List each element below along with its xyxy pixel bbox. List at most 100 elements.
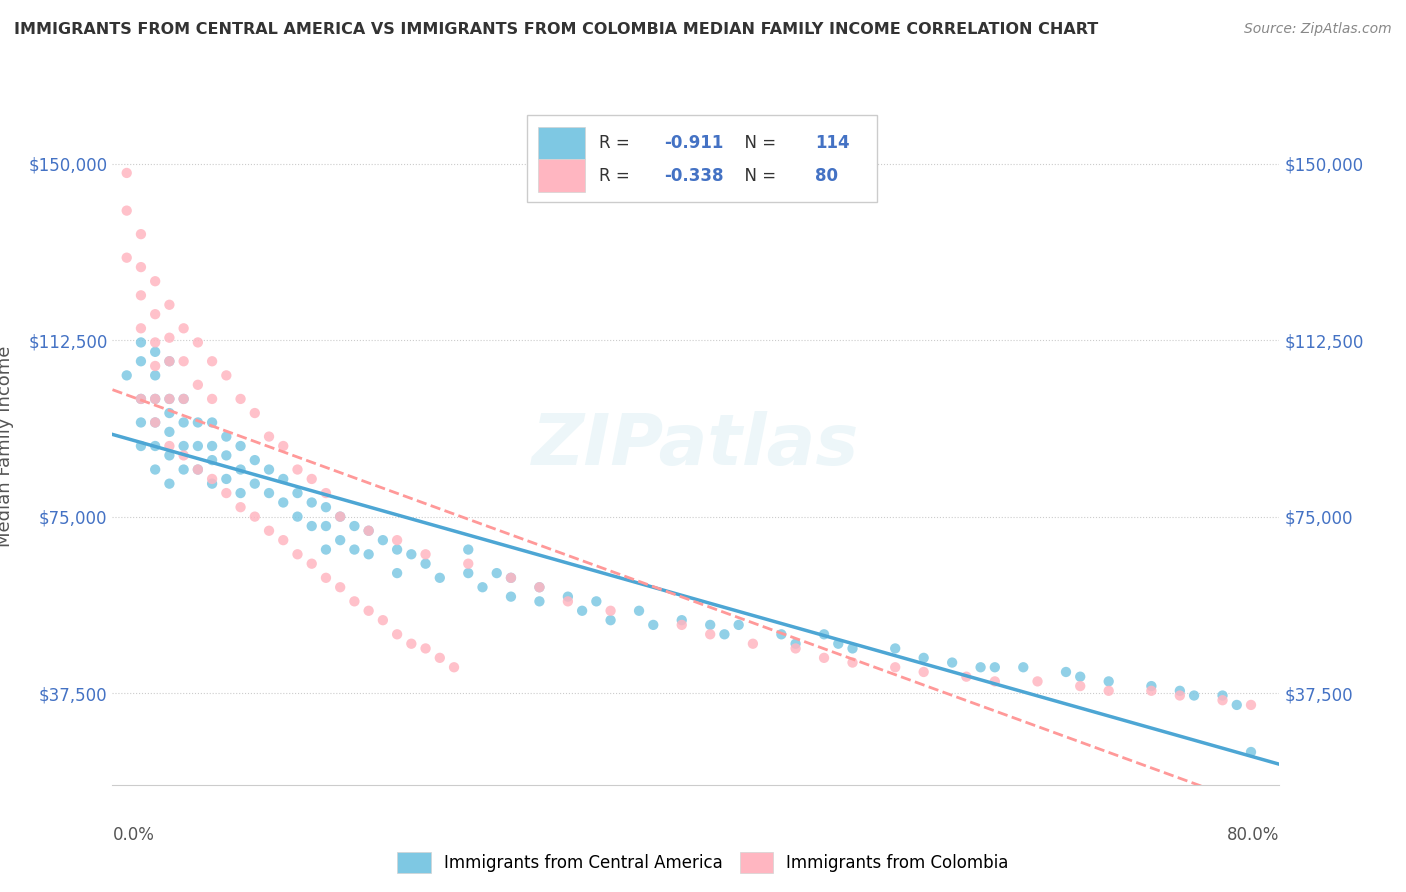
Point bbox=[201, 476, 224, 491]
Point bbox=[941, 656, 963, 670]
Point bbox=[485, 566, 508, 581]
Point bbox=[343, 542, 366, 557]
Text: 80: 80 bbox=[815, 167, 838, 185]
Point bbox=[813, 651, 835, 665]
Point bbox=[457, 566, 479, 581]
Point bbox=[1212, 689, 1234, 703]
Point bbox=[1054, 665, 1077, 679]
Point bbox=[571, 604, 593, 618]
Point bbox=[143, 416, 166, 430]
Point bbox=[215, 472, 238, 486]
Point bbox=[271, 472, 294, 486]
Point bbox=[557, 594, 579, 608]
Point bbox=[499, 571, 522, 585]
Point bbox=[215, 486, 238, 500]
Text: -0.911: -0.911 bbox=[665, 134, 724, 152]
Point bbox=[329, 580, 352, 594]
Point bbox=[1026, 674, 1049, 689]
Point bbox=[243, 476, 266, 491]
Point bbox=[201, 416, 224, 430]
Point bbox=[257, 462, 280, 476]
Point bbox=[443, 660, 465, 674]
Point bbox=[173, 392, 195, 406]
Point bbox=[129, 335, 152, 350]
Point bbox=[143, 392, 166, 406]
Point bbox=[385, 542, 408, 557]
FancyBboxPatch shape bbox=[527, 115, 877, 202]
Point bbox=[912, 665, 935, 679]
Point bbox=[329, 509, 352, 524]
Point bbox=[243, 509, 266, 524]
Point bbox=[129, 321, 152, 335]
Point bbox=[115, 166, 138, 180]
Point bbox=[599, 604, 621, 618]
Point bbox=[529, 580, 551, 594]
Point bbox=[415, 547, 437, 561]
Point bbox=[529, 594, 551, 608]
Point bbox=[457, 557, 479, 571]
Point bbox=[157, 406, 180, 420]
Point bbox=[143, 392, 166, 406]
Point bbox=[143, 462, 166, 476]
Point bbox=[271, 439, 294, 453]
Point bbox=[157, 354, 180, 368]
Point bbox=[741, 637, 763, 651]
Point bbox=[385, 627, 408, 641]
Point bbox=[187, 335, 209, 350]
Point bbox=[243, 453, 266, 467]
Point bbox=[1168, 689, 1191, 703]
Point bbox=[1140, 683, 1163, 698]
Point bbox=[984, 674, 1007, 689]
Point bbox=[129, 392, 152, 406]
Point bbox=[628, 604, 651, 618]
Point bbox=[429, 571, 451, 585]
Point bbox=[385, 566, 408, 581]
Point bbox=[215, 368, 238, 383]
Point bbox=[301, 495, 323, 509]
Point bbox=[557, 590, 579, 604]
Point bbox=[129, 260, 152, 274]
Text: 114: 114 bbox=[815, 134, 849, 152]
Point bbox=[357, 524, 380, 538]
Text: IMMIGRANTS FROM CENTRAL AMERICA VS IMMIGRANTS FROM COLOMBIA MEDIAN FAMILY INCOME: IMMIGRANTS FROM CENTRAL AMERICA VS IMMIG… bbox=[14, 22, 1098, 37]
Point bbox=[173, 439, 195, 453]
Point bbox=[1240, 698, 1263, 712]
Point bbox=[912, 651, 935, 665]
Point bbox=[699, 618, 721, 632]
Point bbox=[671, 613, 693, 627]
Point bbox=[357, 604, 380, 618]
Point bbox=[115, 368, 138, 383]
Point bbox=[599, 613, 621, 627]
Point bbox=[671, 618, 693, 632]
Point bbox=[143, 335, 166, 350]
Point bbox=[129, 227, 152, 241]
Y-axis label: Median Family Income: Median Family Income bbox=[0, 345, 14, 547]
Point bbox=[1069, 670, 1091, 684]
Point bbox=[699, 627, 721, 641]
Point bbox=[343, 594, 366, 608]
Point bbox=[187, 439, 209, 453]
Point bbox=[143, 274, 166, 288]
Point bbox=[187, 416, 209, 430]
Point bbox=[1140, 679, 1163, 693]
Point bbox=[157, 331, 180, 345]
Point bbox=[201, 354, 224, 368]
Point bbox=[201, 439, 224, 453]
Point bbox=[727, 618, 749, 632]
Text: ZIPatlas: ZIPatlas bbox=[533, 411, 859, 481]
Point bbox=[229, 392, 252, 406]
Point bbox=[357, 524, 380, 538]
Text: R =: R = bbox=[599, 167, 636, 185]
Point bbox=[287, 547, 309, 561]
Text: N =: N = bbox=[734, 167, 782, 185]
Point bbox=[315, 571, 337, 585]
Point bbox=[157, 425, 180, 439]
Point bbox=[499, 590, 522, 604]
Point bbox=[401, 637, 423, 651]
Point bbox=[785, 637, 807, 651]
Point bbox=[243, 406, 266, 420]
Point bbox=[201, 472, 224, 486]
Point bbox=[371, 613, 394, 627]
Point bbox=[143, 416, 166, 430]
Point bbox=[271, 533, 294, 548]
